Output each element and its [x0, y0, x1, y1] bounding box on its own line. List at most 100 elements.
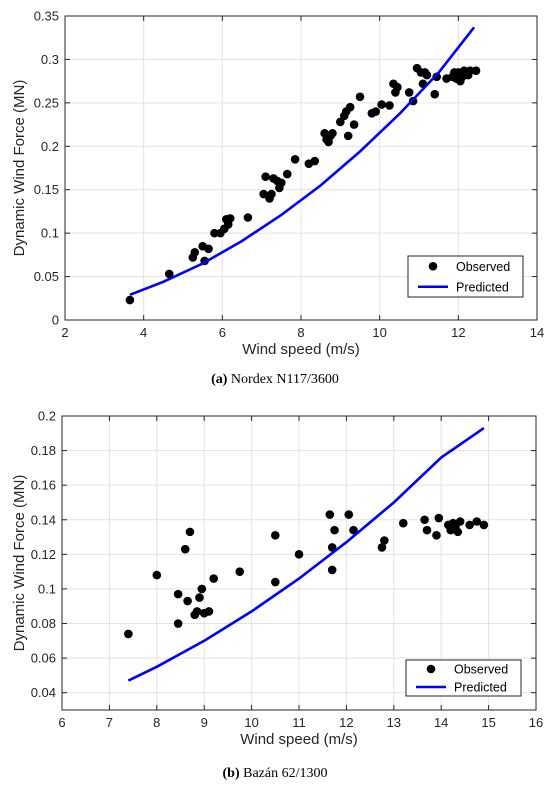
charta-xtick-label: 12 — [451, 325, 465, 340]
charta-xtick-label: 10 — [372, 325, 386, 340]
charta-legend-label: Predicted — [456, 280, 509, 294]
charta-observed-point — [345, 102, 355, 112]
charta-observed-point — [404, 88, 414, 97]
chartb-ytick-label: 0.14 — [31, 512, 56, 527]
chartb-predicted-line — [127, 427, 485, 682]
chartb-observed-point — [294, 550, 304, 559]
chartb-observed-point — [185, 527, 195, 537]
charta-observed-point — [125, 295, 135, 305]
charta-observed-point — [432, 72, 442, 82]
chartb-xtick-label: 15 — [481, 715, 495, 730]
charta-ytick-label: 0.05 — [34, 269, 59, 284]
chartb-observed-point — [183, 596, 192, 606]
chartb-ytick-label: 0.12 — [31, 547, 56, 562]
chartb-observed-point — [271, 577, 280, 587]
caption-b-text: Bazán 62/1300 — [239, 766, 328, 781]
caption-a-text: Nordex N117/3600 — [227, 372, 339, 387]
chartb-xtick-label: 13 — [387, 715, 401, 730]
chartb-observed-point — [180, 544, 190, 554]
caption-b-letter: (b) — [222, 766, 240, 781]
chartb-observed-point — [344, 510, 354, 519]
chartb-xtick-label: 14 — [434, 715, 448, 730]
chartb-observed-point — [325, 510, 335, 519]
chartb-xtick-label: 10 — [244, 715, 258, 730]
chartb-observed-point — [173, 619, 183, 628]
charta-observed-point — [210, 228, 219, 238]
charta-observed-point — [243, 213, 253, 222]
chartb-observed-point — [209, 574, 218, 583]
chartb-observed-point — [192, 607, 202, 616]
chartb-ytick-label: 0.2 — [38, 409, 56, 424]
charta-observed-point — [349, 120, 359, 129]
chart-panel-b: 6 7 8 9 10 11 12 13 14 15 16 0.04 0.06 0.08 0.1 0.12 0.1… — [11, 409, 543, 749]
chartb-xtick-label: 6 — [58, 715, 65, 730]
charta-observed-point — [277, 178, 286, 188]
charta-legend-box — [407, 255, 524, 298]
chartb-observed-point — [235, 567, 245, 576]
chartb-observed-point — [124, 629, 133, 639]
chartb-xtick-label: 12 — [339, 715, 353, 730]
chartb-observed-point — [434, 513, 444, 523]
charta-xtick-label: 14 — [530, 325, 544, 340]
charta-xtick-label: 4 — [140, 325, 147, 340]
chartb-legend-marker-swatch — [426, 664, 436, 674]
chartb-xtick-label: 9 — [201, 715, 208, 730]
charta-observed-point — [204, 244, 213, 254]
chartb-observed-point — [455, 517, 465, 526]
charta-observed-point — [371, 107, 381, 116]
chartb-legend-label: Observed — [454, 663, 508, 677]
charta-ytick-label: 0.1 — [41, 226, 59, 241]
charta-observed-point — [290, 155, 300, 164]
chartb-xtick-label: 16 — [529, 715, 543, 730]
charta-observed-point — [310, 156, 320, 166]
charta-ytick-label: 0 — [52, 313, 59, 328]
chartb-observed-point — [271, 531, 280, 540]
chartb-xtick-label: 8 — [153, 715, 160, 730]
charta-observed-point — [261, 172, 270, 181]
chartb-observed-point — [465, 520, 474, 530]
charta-ylabel: Dynamic Wind Force (MN) — [11, 80, 28, 257]
chartb-observed-point — [420, 515, 429, 525]
caption-a: (a) Nordex N117/3600 — [0, 372, 550, 388]
charta-observed-point — [471, 66, 481, 76]
charta-observed-point — [393, 82, 402, 92]
chartb-ytick-label: 0.06 — [31, 651, 56, 666]
chartb-observed-point — [204, 607, 214, 616]
chartb-ytick-label: 0.18 — [31, 443, 56, 458]
chartb-observed-point — [432, 531, 441, 540]
charta-observed-point — [259, 189, 268, 199]
chartb-observed-point — [173, 589, 183, 599]
chart-panel-a: 2 4 6 8 10 12 14 0 0.05 0.1 0.15 0.2 0.25 0.3 0.35 Wind… — [11, 9, 544, 359]
chartb-xlabel: Wind speed (m/s) — [240, 731, 358, 748]
charta-ytick-label: 0.35 — [34, 9, 59, 24]
charta-observed-point — [267, 189, 276, 199]
chartb-observed-point — [327, 543, 337, 552]
charta-xtick-label: 8 — [297, 325, 304, 340]
charta-observed-point — [190, 247, 200, 257]
charta-observed-point — [336, 117, 345, 127]
chartb-observed-point — [152, 570, 162, 580]
charta-observed-point — [328, 128, 337, 138]
charta-observed-point — [422, 70, 432, 80]
caption-a-letter: (a) — [211, 372, 228, 387]
charta-observed-point — [385, 101, 394, 110]
chartb-xtick-label: 11 — [292, 715, 306, 730]
charta-ytick-label: 0.25 — [34, 95, 59, 110]
chartb-observed-point — [377, 543, 387, 552]
chartb-observed-point — [380, 536, 389, 545]
chartb-ylabel: Dynamic Wind Force (MN) — [11, 475, 28, 652]
chartb-legend-box — [405, 659, 522, 697]
charta-observed-point — [355, 92, 365, 102]
charta-observed-point — [430, 89, 440, 99]
charta-observed-point — [465, 66, 475, 76]
charta-legend-marker-swatch — [428, 261, 438, 271]
charta-xtick-label: 6 — [219, 325, 226, 340]
charta-xlabel: Wind speed (m/s) — [242, 341, 360, 358]
charta-ytick-label: 0.2 — [41, 139, 59, 154]
charta-xtick-label: 2 — [61, 325, 68, 340]
charta-predicted-line — [129, 26, 476, 297]
chartb-observed-point — [472, 517, 482, 526]
chartb-ytick-label: 0.08 — [31, 616, 56, 631]
charta-observed-point — [343, 131, 353, 141]
